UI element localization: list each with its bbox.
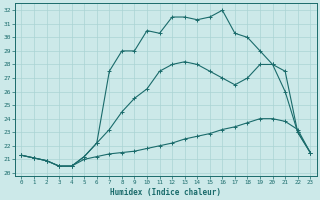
X-axis label: Humidex (Indice chaleur): Humidex (Indice chaleur) bbox=[110, 188, 221, 197]
